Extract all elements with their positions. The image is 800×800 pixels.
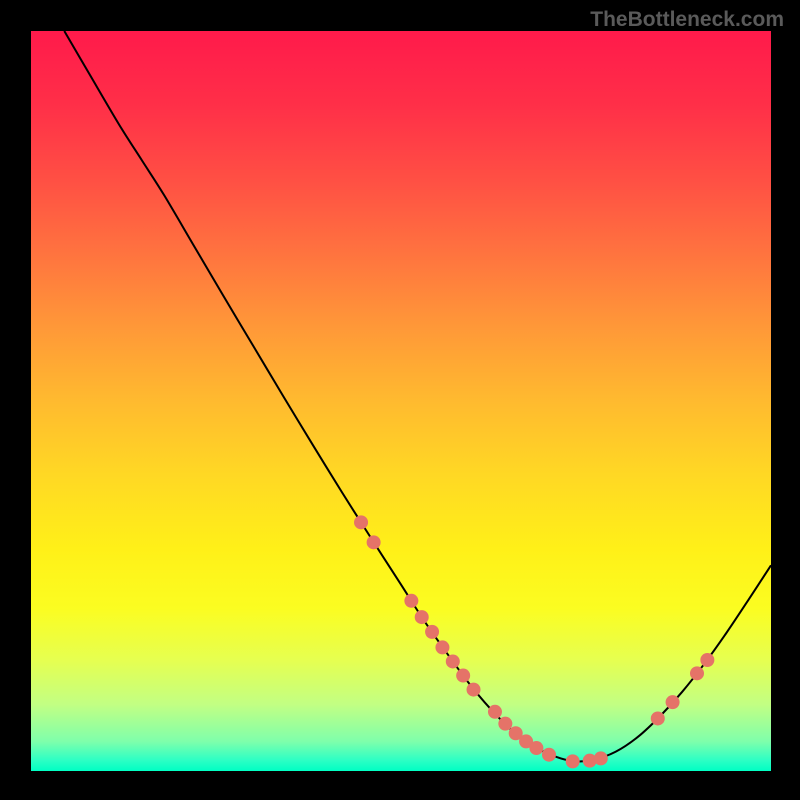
chart-curve-layer	[31, 31, 771, 771]
curve-marker	[425, 625, 439, 639]
curve-marker	[435, 640, 449, 654]
curve-marker	[666, 695, 680, 709]
curve-marker	[456, 669, 470, 683]
curve-marker	[488, 705, 502, 719]
curve-marker	[651, 711, 665, 725]
curve-marker	[529, 741, 543, 755]
curve-markers-group	[354, 515, 714, 768]
watermark-text: TheBottleneck.com	[590, 8, 784, 32]
curve-marker	[367, 535, 381, 549]
chart-plot-area	[31, 31, 771, 771]
curve-marker	[594, 751, 608, 765]
curve-marker	[690, 666, 704, 680]
curve-marker	[404, 594, 418, 608]
curve-marker	[566, 754, 580, 768]
curve-marker	[700, 653, 714, 667]
curve-marker	[498, 717, 512, 731]
curve-marker	[354, 515, 368, 529]
curve-marker	[446, 654, 460, 668]
curve-marker	[467, 683, 481, 697]
curve-marker	[542, 748, 556, 762]
bottleneck-curve-line	[64, 31, 771, 762]
curve-marker	[415, 610, 429, 624]
